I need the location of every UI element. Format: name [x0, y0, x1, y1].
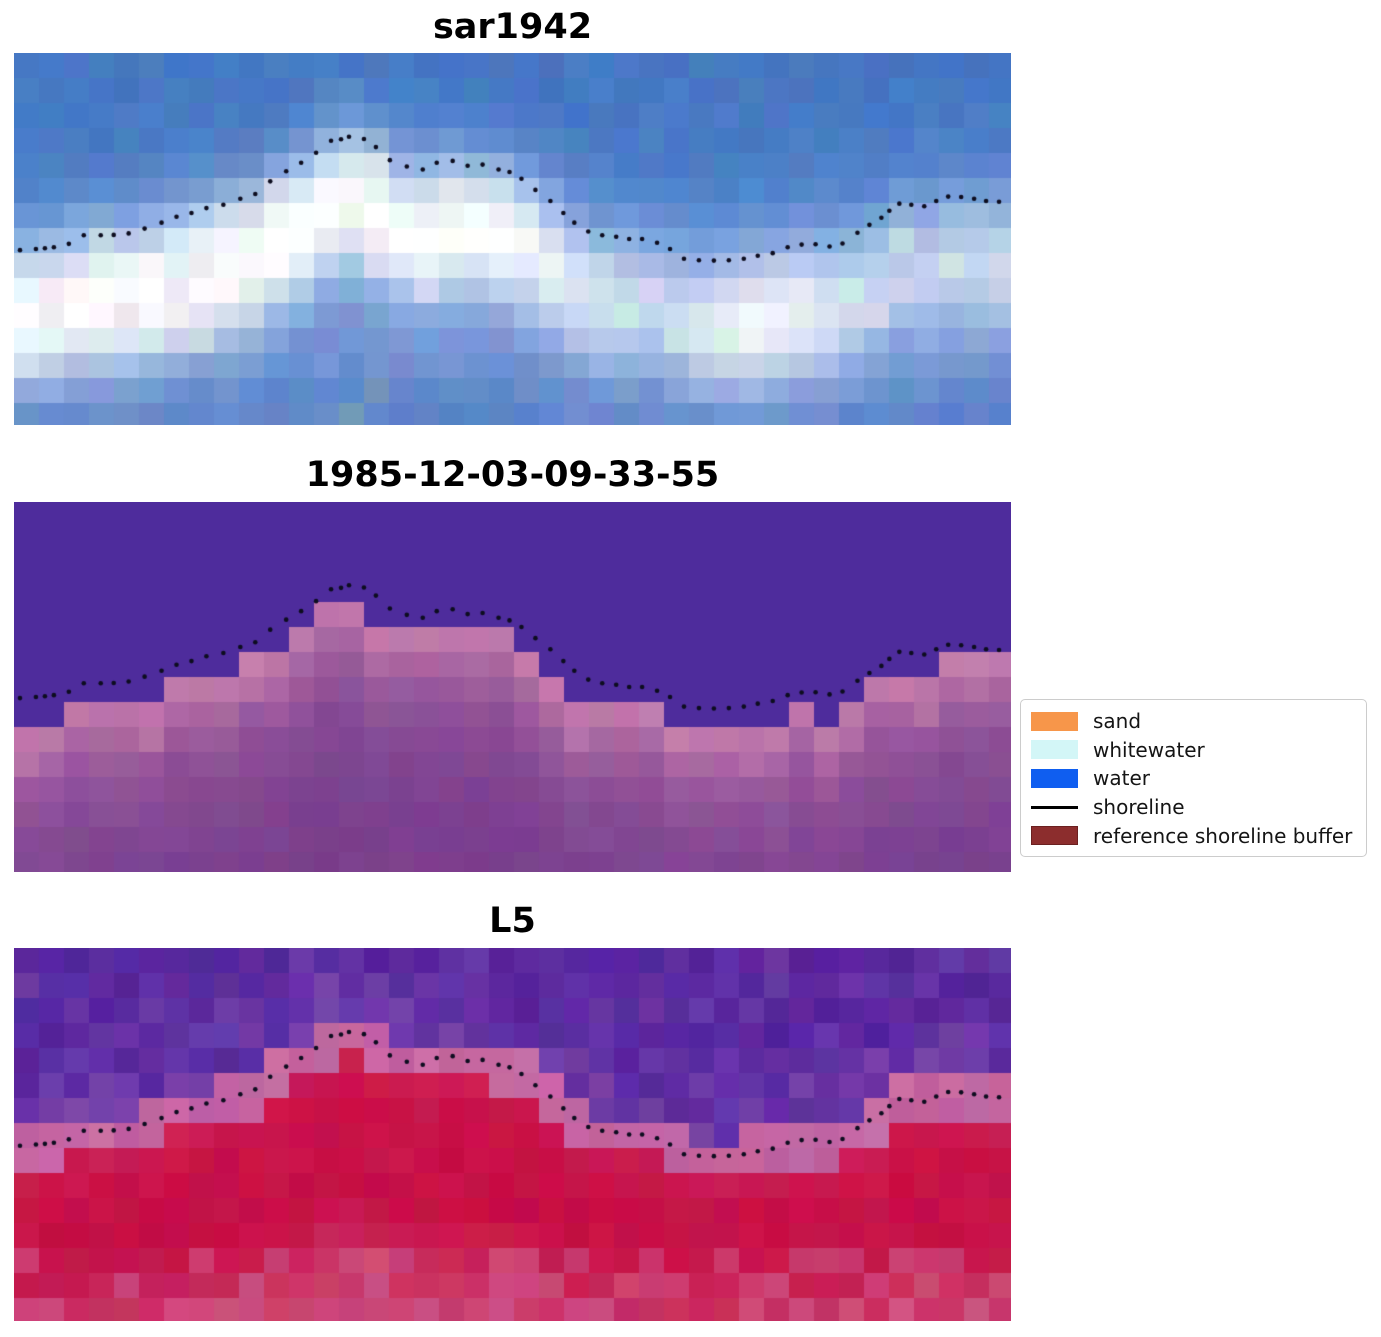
legend-label: whitewater — [1093, 737, 1205, 762]
legend-item-reference-buffer: reference shoreline buffer — [1031, 821, 1356, 850]
sand-swatch — [1031, 711, 1078, 731]
panel-title-sar1942: sar1942 — [432, 7, 593, 47]
legend-label: water — [1093, 766, 1150, 791]
panel-title-classified-date: 1985-12-03-09-33-55 — [305, 455, 720, 495]
legend-label: shoreline — [1093, 795, 1185, 820]
legend: sand whitewater water shoreline referenc… — [1020, 699, 1367, 857]
panel-title-l5: L5 — [489, 901, 536, 941]
legend-item-whitewater: whitewater — [1031, 736, 1356, 765]
classified-image-panel — [14, 502, 1011, 872]
legend-item-shoreline: shoreline — [1031, 793, 1356, 822]
whitewater-swatch — [1031, 740, 1078, 760]
shoreline-swatch — [1031, 805, 1078, 809]
reference-buffer-swatch — [1031, 826, 1078, 846]
water-swatch — [1031, 768, 1078, 788]
legend-item-sand: sand — [1031, 707, 1356, 736]
legend-label: sand — [1093, 709, 1142, 734]
legend-item-water: water — [1031, 764, 1356, 793]
l5-image-panel — [14, 948, 1011, 1321]
sar-image-panel — [14, 53, 1011, 425]
legend-label: reference shoreline buffer — [1093, 823, 1353, 848]
